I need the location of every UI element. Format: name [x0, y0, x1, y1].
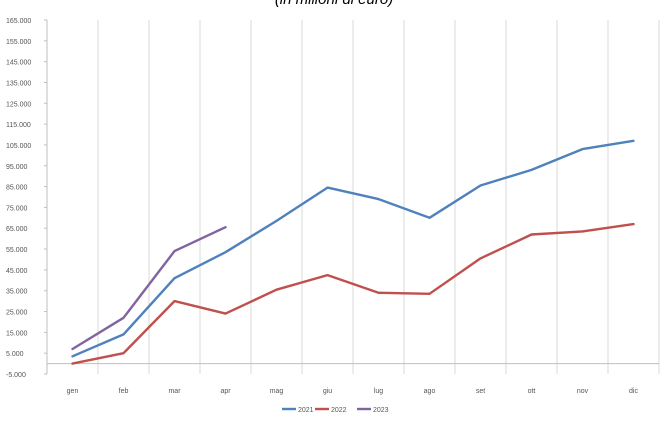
data-point [428, 293, 431, 295]
x-tick-label: ago [424, 388, 436, 395]
data-point [377, 198, 380, 200]
data-point [122, 352, 125, 354]
data-point [530, 233, 533, 236]
data-point [428, 217, 431, 219]
x-tick-label: set [476, 388, 485, 395]
legend-label: 2023 [373, 407, 389, 414]
x-tick-label: feb [119, 388, 129, 395]
y-tick-label: 45.000 [6, 268, 28, 275]
y-tick-label: -5.000 [6, 372, 26, 379]
data-point [479, 184, 482, 187]
x-tick-label: mar [168, 388, 181, 395]
legend-label: 2021 [298, 407, 314, 414]
data-point [275, 288, 278, 291]
data-point [71, 348, 74, 350]
y-tick-label: 35.000 [6, 289, 28, 296]
y-tick-label: 5.000 [6, 351, 24, 358]
y-tick-label: 115.000 [6, 122, 31, 129]
data-point [122, 316, 125, 319]
data-point [224, 251, 227, 253]
y-tick-label: 55.000 [6, 247, 28, 254]
y-tick-label: 145.000 [6, 60, 31, 67]
x-tick-label: ott [528, 388, 536, 395]
data-point [479, 257, 482, 260]
data-point [632, 223, 635, 225]
y-tick-label: 165.000 [6, 18, 31, 25]
series-line-2022 [71, 222, 635, 365]
y-tick-label: 25.000 [6, 310, 28, 317]
legend-label: 2022 [331, 407, 347, 414]
y-tick-label: 15.000 [6, 330, 28, 337]
y-tick-label: 85.000 [6, 185, 28, 192]
x-tick-label: giu [323, 388, 332, 395]
data-point [71, 355, 74, 358]
data-point [326, 274, 329, 276]
data-point [71, 362, 74, 365]
x-tick-label: apr [220, 388, 231, 395]
data-point [173, 300, 176, 302]
y-tick-label: 95.000 [6, 164, 28, 171]
y-tick-label: 155.000 [6, 39, 31, 46]
x-tick-label: nov [577, 388, 589, 395]
y-tick-label: 125.000 [6, 101, 31, 108]
x-tick-label: lug [374, 388, 383, 395]
data-point [326, 186, 329, 189]
y-tick-label: 105.000 [6, 143, 31, 150]
data-point [173, 250, 176, 252]
data-point [581, 148, 584, 150]
series-line-2021 [71, 139, 635, 358]
data-point [275, 220, 278, 222]
series-line-2023 [71, 225, 227, 351]
data-point [224, 312, 227, 315]
x-tick-label: dic [629, 388, 638, 395]
x-tick-label: mag [270, 388, 284, 395]
data-point [530, 169, 533, 171]
data-point [632, 139, 635, 142]
data-point [377, 291, 380, 294]
y-tick-label: 135.000 [6, 80, 31, 87]
y-tick-label: 65.000 [6, 226, 28, 233]
y-tick-label: 75.000 [6, 205, 28, 212]
data-point [224, 226, 227, 228]
data-point [122, 333, 125, 336]
data-point [581, 230, 584, 233]
data-point [173, 277, 176, 280]
x-tick-label: gen [67, 388, 79, 395]
chart-subtitle: (in milioni di euro) [0, 0, 668, 8]
